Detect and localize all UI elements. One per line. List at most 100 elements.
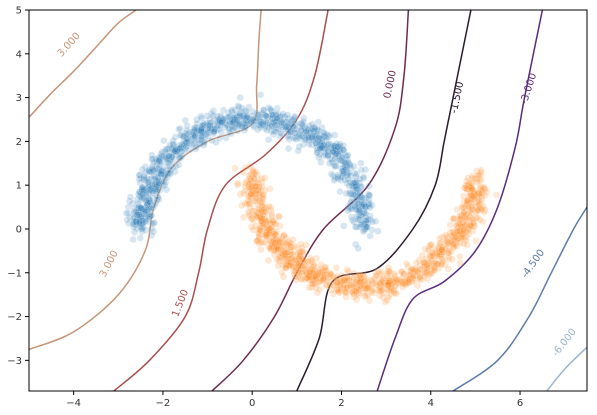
scatter-point-series-1	[309, 280, 316, 287]
scatter-point-series-1	[473, 237, 480, 244]
scatter-point-series-0	[218, 119, 225, 126]
scatter-point-series-0	[261, 107, 268, 114]
scatter-point-series-1	[232, 165, 239, 172]
scatter-point-series-0	[348, 191, 355, 198]
scatter-point-series-0	[309, 121, 316, 128]
contour-line-4	[297, 10, 471, 391]
scatter-point-series-0	[223, 135, 230, 142]
scatter-point-series-0	[237, 94, 244, 101]
contour-line-0	[29, 10, 136, 117]
scatter-point-series-1	[461, 208, 468, 215]
scatter-point-series-0	[169, 154, 176, 161]
scatter-point-series-0	[127, 194, 134, 201]
scatter-point-series-1	[334, 279, 341, 286]
scatter-point-series-1	[375, 268, 382, 275]
scatter-point-series-1	[458, 234, 465, 241]
scatter-point-series-0	[198, 126, 205, 133]
scatter-point-series-1	[344, 266, 351, 273]
scatter-point-series-1	[253, 169, 260, 176]
scatter-point-series-0	[167, 142, 174, 149]
scatter-point-series-1	[303, 242, 310, 249]
scatter-point-series-1	[469, 186, 476, 193]
y-tick-label: −2	[7, 312, 22, 323]
scatter-point-series-0	[134, 211, 141, 218]
scatter-point-series-1	[314, 289, 321, 296]
scatter-point-series-1	[287, 240, 294, 247]
scatter-point-series-1	[421, 273, 428, 280]
scatter-point-series-1	[343, 294, 350, 301]
scatter-point-series-1	[422, 246, 429, 253]
scatter-point-series-0	[176, 146, 183, 153]
scatter-point-series-1	[414, 282, 421, 289]
scatter-point-series-0	[267, 106, 274, 113]
scatter-point-series-1	[306, 272, 313, 279]
scatter-point-series-0	[356, 207, 363, 214]
scatter-point-series-0	[228, 108, 235, 115]
contour-label-2: 1.500	[170, 288, 191, 319]
scatter-point-series-1	[382, 299, 389, 306]
scatter-point-series-1	[294, 260, 301, 267]
y-tick-label: 3	[16, 93, 22, 104]
scatter-point-series-0	[139, 184, 146, 191]
scatter-point-series-0	[175, 126, 182, 133]
scatter-point-series-0	[265, 136, 272, 143]
scatter-point-series-0	[332, 146, 339, 153]
scatter-point-series-0	[366, 183, 373, 190]
scatter-point-series-0	[289, 116, 296, 123]
scatter-point-series-1	[431, 267, 438, 274]
scatter-point-series-1	[334, 286, 341, 293]
scatter-point-series-1	[460, 240, 467, 247]
scatter-point-series-0	[367, 233, 374, 240]
y-tick-label: −1	[7, 268, 22, 279]
scatter-point-series-0	[348, 205, 355, 212]
scatter-point-series-1	[456, 253, 463, 260]
contour-label-6: -4.500	[520, 248, 548, 281]
scatter-point-series-0	[357, 224, 364, 231]
contour-label-7: -6.000	[550, 327, 579, 359]
scatter-point-series-1	[447, 222, 454, 229]
scatter-point-series-0	[375, 228, 382, 235]
scatter-point-series-1	[413, 260, 420, 267]
scatter-point-series-0	[365, 216, 372, 223]
scatter-point-series-0	[189, 141, 196, 148]
scatter-point-series-1	[363, 286, 370, 293]
scatter-point-series-0	[151, 219, 158, 226]
scatter-point-series-0	[285, 145, 292, 152]
scatter-point-series-1	[448, 239, 455, 246]
y-tick-label: 1	[16, 181, 22, 192]
scatter-point-series-0	[340, 142, 347, 149]
scatter-point-series-1	[405, 280, 412, 287]
scatter-point-series-1	[276, 213, 283, 220]
scatter-point-series-1	[493, 192, 500, 199]
scatter-point-series-1	[333, 264, 340, 271]
scatter-point-series-0	[148, 225, 155, 232]
scatter-point-series-0	[145, 215, 152, 222]
scatter-point-series-0	[149, 190, 156, 197]
scatter-point-series-0	[220, 107, 227, 114]
scatter-point-series-0	[337, 188, 344, 195]
scatter-point-series-1	[253, 198, 260, 205]
scatter-point-series-0	[184, 122, 191, 129]
x-tick-label: 2	[338, 398, 344, 409]
scatter-point-series-0	[274, 105, 281, 112]
scatter-point-series-0	[334, 157, 341, 164]
scatter-point-series-1	[265, 257, 272, 264]
scatter-point-series-0	[124, 217, 131, 224]
contour-label-3: 0.000	[382, 69, 399, 99]
scatter-point-series-0	[264, 127, 271, 134]
x-tick-label: −4	[66, 398, 81, 409]
x-tick-label: 0	[249, 398, 255, 409]
scatter-point-series-0	[352, 183, 359, 190]
scatter-point-series-0	[235, 103, 242, 110]
scatter-point-series-1	[394, 277, 401, 284]
scatter-point-series-1	[255, 205, 262, 212]
scatter-point-series-0	[332, 175, 339, 182]
scatter-point-series-1	[469, 206, 476, 213]
scatter-point-series-0	[144, 199, 151, 206]
scatter-point-series-0	[325, 152, 332, 159]
scatter-point-series-0	[315, 154, 322, 161]
scatter-point-series-0	[159, 152, 166, 159]
scatter-point-series-0	[274, 122, 281, 129]
x-tick-label: −2	[156, 398, 171, 409]
scatter-point-series-1	[380, 275, 387, 282]
